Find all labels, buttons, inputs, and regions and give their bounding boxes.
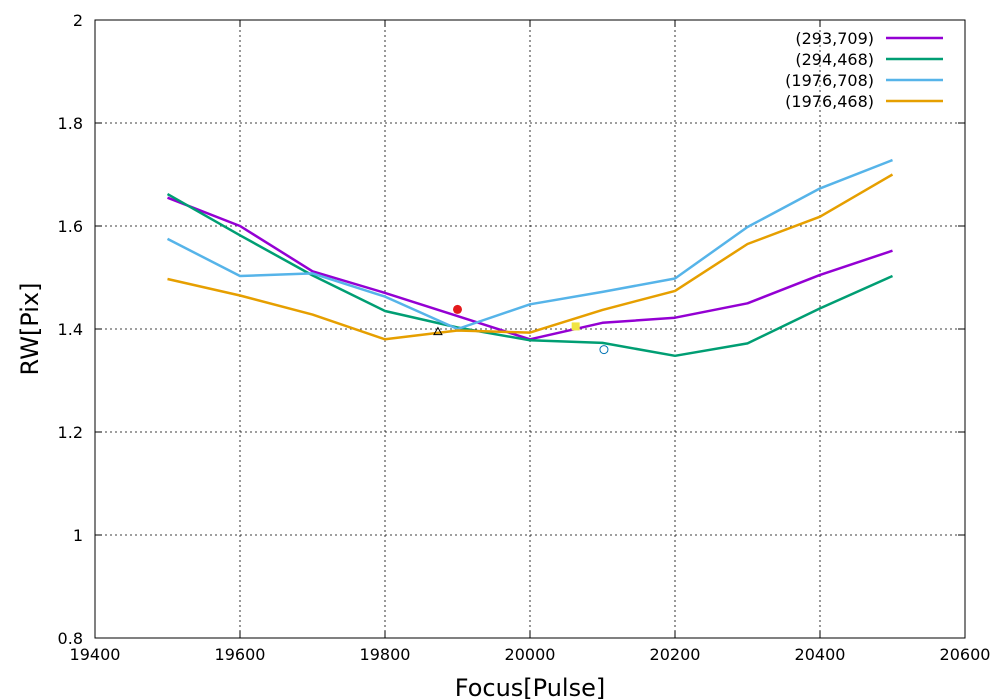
x-tick-label: 19600	[215, 645, 266, 664]
x-tick-label: 19400	[70, 645, 121, 664]
y-tick-label: 0.8	[58, 629, 83, 648]
x-tick-label: 20000	[505, 645, 556, 664]
series-line-3	[166, 158, 893, 331]
x-tick-label: 20200	[650, 645, 701, 664]
y-tick-label: 1.8	[58, 114, 83, 133]
legend-label: (294,468)	[795, 50, 874, 69]
legend: (293,709) (294,468) (1976,708) (1976,468)	[785, 29, 943, 111]
x-tick-label: 19800	[360, 645, 411, 664]
y-tick-label: 1	[73, 526, 83, 545]
point-markers	[433, 304, 609, 355]
y-axis-title: RW[Pix]	[16, 283, 44, 376]
x-tick-label: 20400	[795, 645, 846, 664]
yellow-point-marker	[571, 322, 580, 331]
series-lines	[166, 158, 894, 358]
y-tick-label: 1.6	[58, 217, 83, 236]
axis-ticks: 19400 19600 19800 20000 20200 20400 20600 0.8 1 1…	[58, 11, 991, 664]
legend-label: (1976,708)	[785, 71, 874, 90]
legend-label: (293,709)	[795, 29, 874, 48]
legend-label: (1976,468)	[785, 92, 874, 111]
y-tick-label: 1.4	[58, 320, 83, 339]
series-line-4	[167, 173, 894, 341]
grid-lines	[95, 20, 965, 638]
series-line-2	[166, 193, 894, 358]
red-point-marker	[453, 304, 462, 314]
y-tick-label: 2	[73, 11, 83, 30]
blue-point-marker	[599, 345, 609, 355]
x-tick-label: 20600	[940, 645, 991, 664]
series-line-1	[167, 196, 893, 341]
black-point-marker	[433, 326, 443, 336]
y-tick-label: 1.2	[58, 423, 83, 442]
x-axis-title: Focus[Pulse]	[455, 674, 605, 700]
